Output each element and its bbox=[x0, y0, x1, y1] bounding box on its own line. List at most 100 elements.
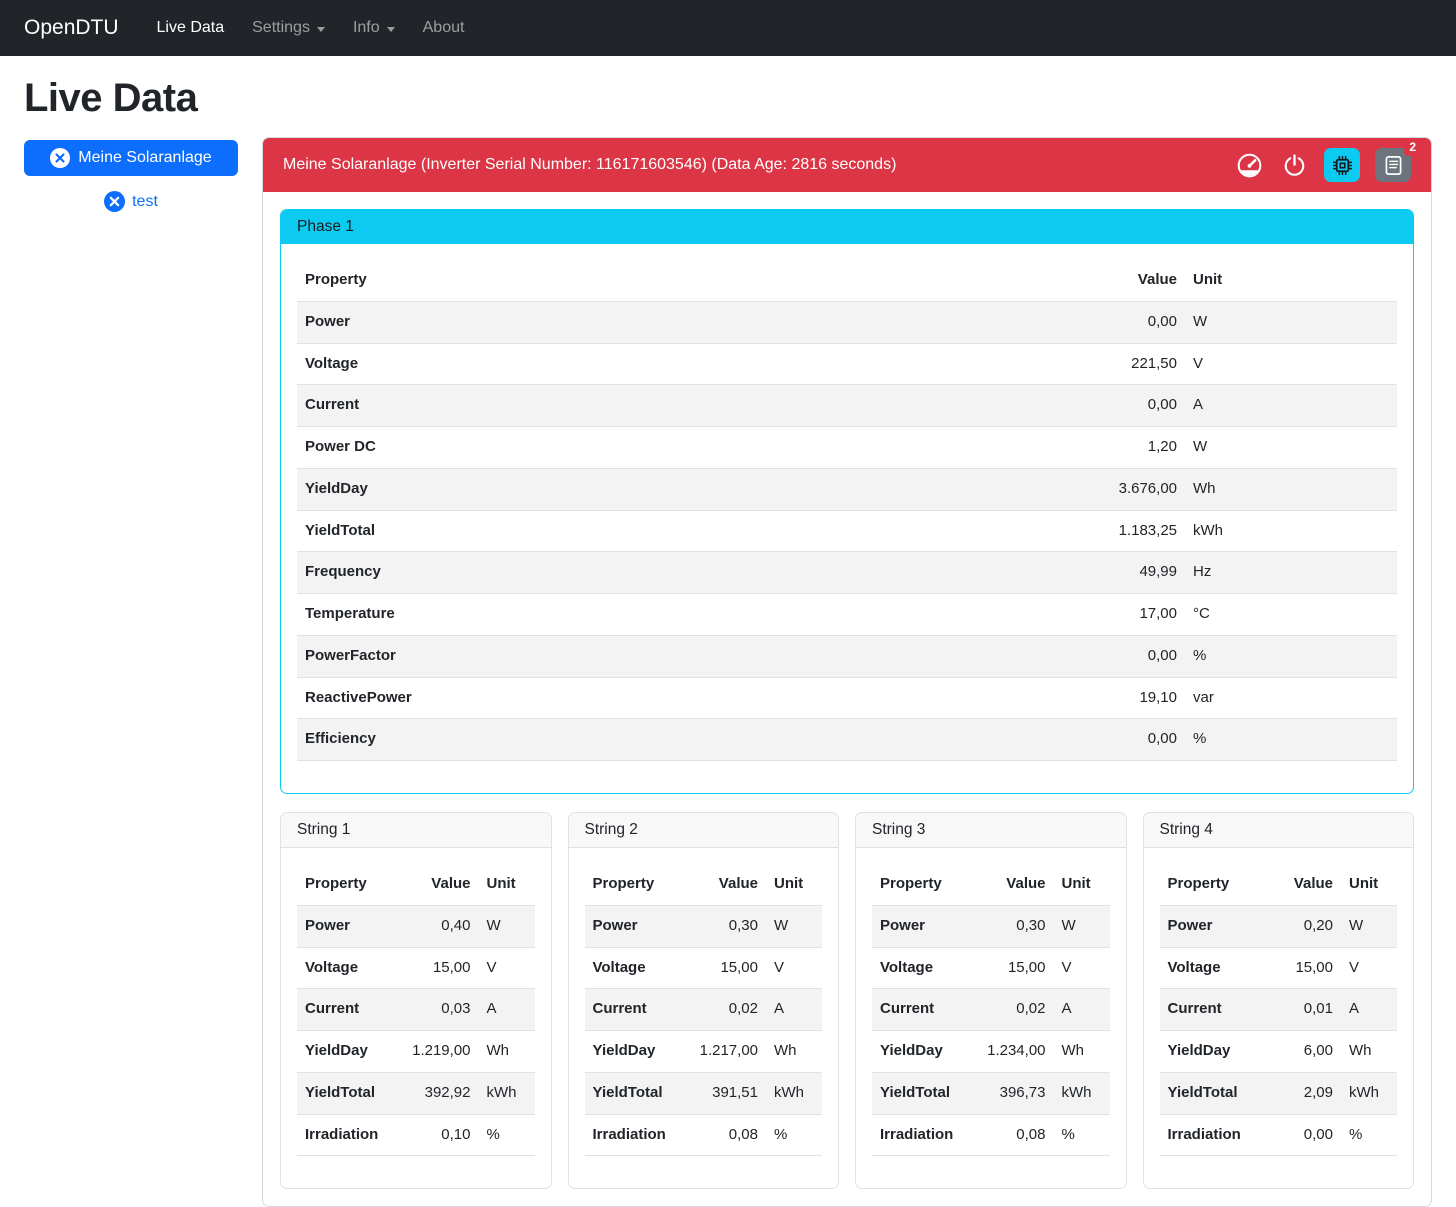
table-row: YieldDay 6,00 Wh bbox=[1159, 1031, 1397, 1073]
phase-card: Phase 1 Property Value Unit bbox=[280, 209, 1414, 794]
table-row: ReactivePower 19,10 var bbox=[297, 677, 1397, 719]
brand-logo[interactable]: OpenDTU bbox=[24, 16, 119, 39]
inverter-link-test[interactable]: test bbox=[104, 191, 158, 212]
value-cell: 1.219,00 bbox=[412, 1042, 471, 1059]
string-table: Property Value Unit Power bbox=[1159, 864, 1397, 1156]
unit-cell: Wh bbox=[486, 1042, 510, 1059]
string-cards-row: String 1 Property Value Unit bbox=[280, 812, 1414, 1190]
unit-cell: kWh bbox=[486, 1083, 517, 1101]
unit-cell: kWh bbox=[774, 1083, 804, 1101]
property-cell: YieldDay bbox=[305, 479, 368, 497]
property-cell: Current bbox=[305, 396, 360, 414]
table-row: Power 0,20 W bbox=[1159, 905, 1397, 947]
property-cell: YieldTotal bbox=[880, 1083, 951, 1101]
nav-item[interactable]: Info bbox=[339, 11, 409, 45]
table-row: Irradiation 0,08 % bbox=[872, 1114, 1110, 1156]
string-card-2: String 2 Property Value Unit bbox=[567, 812, 839, 1190]
table-row: Voltage 15,00 V bbox=[297, 947, 535, 989]
nav-item[interactable]: About bbox=[409, 11, 479, 45]
limit-settings-button[interactable] bbox=[1234, 150, 1265, 181]
unit-cell: Wh bbox=[1349, 1042, 1372, 1059]
column-header-property: Property bbox=[592, 875, 655, 892]
table-row: Power 0,30 W bbox=[872, 905, 1110, 947]
value-cell: 221,50 bbox=[1131, 354, 1177, 372]
top-navbar: OpenDTU Live Data Settings Info About bbox=[0, 0, 1456, 56]
string-table-header-row: Property Value Unit bbox=[872, 864, 1110, 906]
string-table: Property Value Unit Power bbox=[584, 864, 822, 1156]
property-cell: Voltage bbox=[880, 958, 934, 976]
column-header-value: Value bbox=[718, 875, 758, 892]
string-card-title: String 1 bbox=[281, 813, 551, 848]
selected-inverter-label: Meine Solaranlage bbox=[78, 149, 212, 166]
table-row: YieldTotal 1.183,25 kWh bbox=[297, 510, 1397, 552]
property-cell: Irradiation bbox=[592, 1125, 666, 1143]
value-cell: 0,01 bbox=[1303, 1000, 1333, 1018]
value-cell: 0,20 bbox=[1303, 916, 1333, 934]
property-cell: Power DC bbox=[305, 438, 376, 455]
unit-cell: W bbox=[1061, 916, 1076, 934]
string-table: Property Value Unit Power bbox=[297, 864, 535, 1156]
unit-cell: W bbox=[486, 916, 501, 934]
power-icon bbox=[1284, 153, 1305, 176]
value-cell: 2,09 bbox=[1303, 1083, 1333, 1101]
event-count-badge: 2 bbox=[1404, 138, 1421, 156]
property-cell: YieldDay bbox=[880, 1042, 943, 1059]
string-card-title: String 4 bbox=[1143, 813, 1413, 848]
property-cell: Power bbox=[305, 916, 351, 934]
unit-cell: Wh bbox=[1193, 479, 1216, 497]
string-table-header-row: Property Value Unit bbox=[297, 864, 535, 906]
table-row: Current 0,01 A bbox=[1159, 988, 1397, 1031]
property-cell: Voltage bbox=[592, 958, 646, 976]
string-card-body: Property Value Unit Power bbox=[1144, 848, 1414, 1188]
unit-cell: kWh bbox=[1193, 521, 1223, 539]
unit-cell: % bbox=[1061, 1125, 1075, 1143]
column-header-property: Property bbox=[305, 875, 367, 892]
power-button[interactable] bbox=[1280, 151, 1309, 180]
table-row: YieldDay 1.219,00 Wh bbox=[297, 1031, 535, 1073]
property-cell: YieldTotal bbox=[305, 521, 376, 539]
string-card-3: String 3 Property Value Unit bbox=[855, 812, 1127, 1190]
property-cell: Voltage bbox=[305, 958, 359, 976]
event-log-button[interactable]: 2 bbox=[1375, 138, 1421, 182]
value-cell: 0,02 bbox=[728, 1000, 758, 1018]
property-cell: Temperature bbox=[305, 605, 395, 622]
inverter-card-header: Meine Solaranlage (Inverter Serial Numbe… bbox=[263, 138, 1431, 192]
column-header-unit: Unit bbox=[1193, 271, 1223, 288]
table-row: YieldTotal 392,92 kWh bbox=[297, 1072, 535, 1114]
unit-cell: A bbox=[1349, 1000, 1360, 1018]
value-cell: 392,92 bbox=[424, 1083, 471, 1101]
value-cell: 0,10 bbox=[441, 1125, 471, 1143]
value-cell: 15,00 bbox=[432, 958, 471, 976]
property-cell: Power bbox=[880, 916, 926, 934]
nav-item-label: About bbox=[422, 19, 465, 36]
selected-inverter-button[interactable]: Meine Solaranlage bbox=[24, 140, 238, 176]
nav-item[interactable]: Settings bbox=[238, 11, 339, 45]
phase-card-body: Property Value Unit Power bbox=[281, 244, 1413, 793]
property-cell: ReactivePower bbox=[305, 688, 412, 706]
unit-cell: Hz bbox=[1193, 563, 1212, 581]
inverter-selector-sidebar: Meine Solaranlage test bbox=[24, 137, 238, 212]
string-table: Property Value Unit Power bbox=[872, 864, 1110, 1156]
table-row: Efficiency 0,00 % bbox=[297, 718, 1397, 761]
string-table-header-row: Property Value Unit bbox=[1159, 864, 1397, 906]
device-info-button[interactable] bbox=[1324, 148, 1360, 182]
nav-item[interactable]: Live Data bbox=[143, 11, 239, 45]
nav-item-label: Live Data bbox=[156, 19, 225, 36]
string-card-title: String 3 bbox=[856, 813, 1126, 848]
unit-cell: Wh bbox=[1061, 1042, 1085, 1059]
property-cell: YieldDay bbox=[305, 1042, 368, 1059]
x-circle-icon bbox=[50, 148, 71, 168]
value-cell: 15,00 bbox=[720, 958, 758, 976]
table-row: Irradiation 0,08 % bbox=[584, 1114, 822, 1156]
value-cell: 396,73 bbox=[999, 1083, 1046, 1101]
column-header-unit: Unit bbox=[1349, 875, 1379, 892]
unit-cell: V bbox=[1349, 958, 1360, 976]
property-cell: Frequency bbox=[305, 563, 381, 581]
unit-cell: V bbox=[1193, 354, 1204, 372]
string-card-4: String 4 Property Value Unit bbox=[1142, 812, 1414, 1190]
table-row: Voltage 15,00 V bbox=[584, 947, 822, 989]
property-cell: Irradiation bbox=[880, 1125, 954, 1143]
table-row: Current 0,03 A bbox=[297, 988, 535, 1031]
table-row: Frequency 49,99 Hz bbox=[297, 551, 1397, 594]
speedometer-icon bbox=[1237, 153, 1262, 177]
